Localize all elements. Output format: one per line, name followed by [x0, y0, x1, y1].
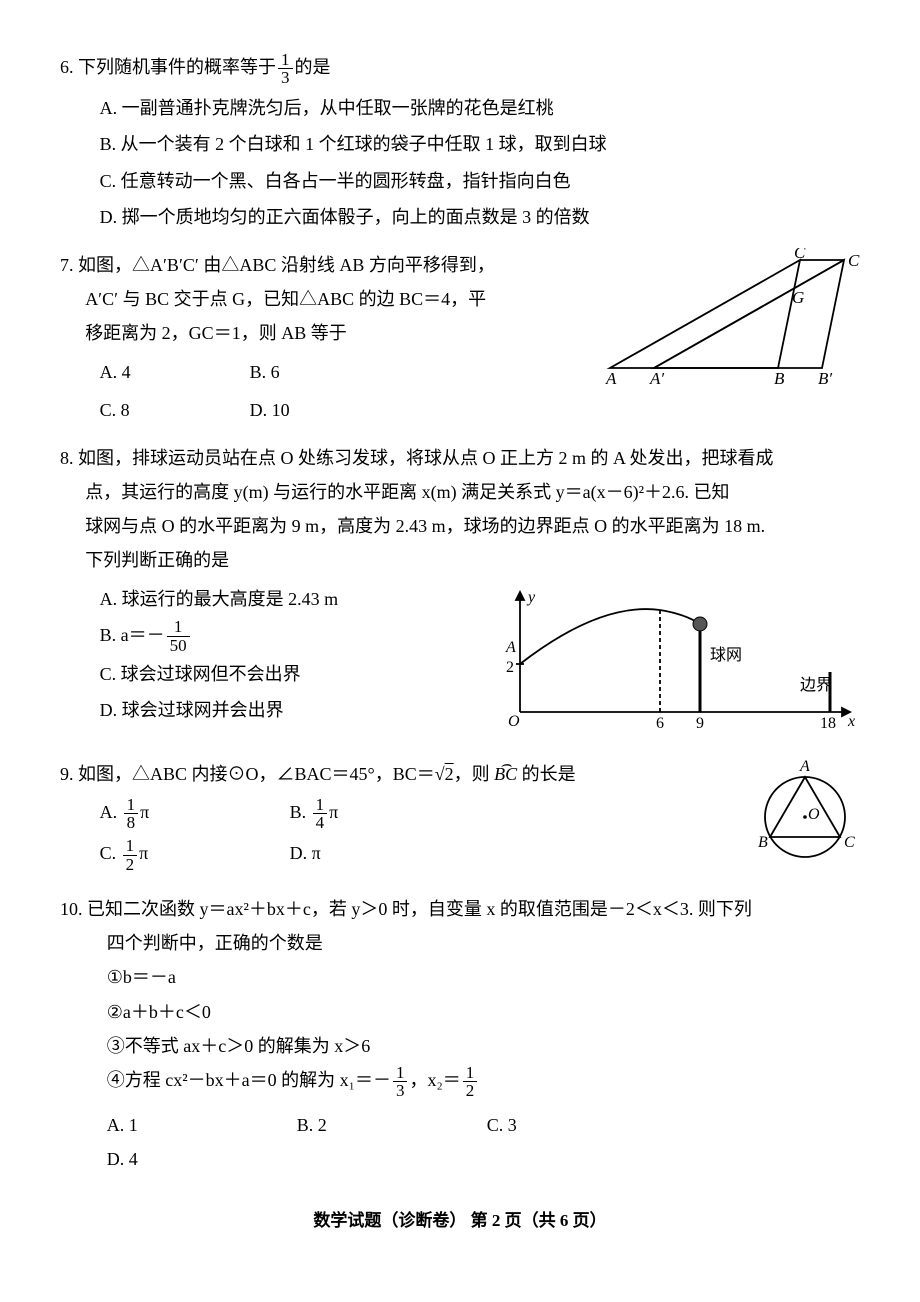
q8-figure: y x O A 2 6 9 18 球网 边界 [500, 582, 860, 743]
question-10: 10. 已知二次函数 y＝ax²＋bx＋c，若 y＞0 时，自变量 x 的取值范… [60, 892, 860, 1177]
svg-text:A′: A′ [649, 369, 664, 388]
q9-figure: A B C O [750, 757, 860, 878]
q7-opt-c: C. 8 [100, 393, 250, 427]
q10-opt-b: B. 2 [297, 1108, 487, 1142]
q8-l1: 如图，排球运动员站在点 O 处练习发球，将球从点 O 正上方 2 m 的 A 处… [78, 448, 774, 468]
svg-text:18: 18 [820, 715, 836, 732]
q10-opt-a: A. 1 [107, 1108, 297, 1142]
svg-text:边界: 边界 [800, 676, 832, 694]
q10-s3: ③不等式 ax＋c＞0 的解集为 x＞6 [60, 1029, 860, 1063]
q9-number: 9. [60, 764, 74, 784]
svg-text:B: B [774, 369, 785, 388]
q8-number: 8. [60, 448, 74, 468]
q8-l3: 球网与点 O 的水平距离为 9 m，高度为 2.43 m，球场的边界距点 O 的… [60, 509, 860, 543]
q10-l1: 已知二次函数 y＝ax²＋bx＋c，若 y＞0 时，自变量 x 的取值范围是－2… [87, 899, 752, 919]
q6-opt-c: C. 任意转动一个黑、白各占一半的圆形转盘，指针指向白色 [100, 164, 860, 198]
q10-s2: ②a＋b＋c＜0 [60, 995, 860, 1029]
q6-frac: 13 [278, 51, 293, 88]
page-footer: 数学试题（诊断卷） 第 2 页（共 6 页） [60, 1205, 860, 1237]
q6-opt-d: D. 掷一个质地均匀的正六面体骰子，向上的面点数是 3 的倍数 [100, 200, 860, 234]
q9-options-1: A. 18π B. 14π [60, 795, 738, 832]
svg-text:2: 2 [506, 659, 514, 676]
q8-l4: 下列判断正确的是 [60, 543, 860, 577]
q7-options-2: C. 8 D. 10 [60, 393, 588, 427]
q10-opt-c: C. 3 [487, 1108, 677, 1142]
q7-options: A. 4 B. 6 [60, 355, 588, 389]
parabola-diagram: y x O A 2 6 9 18 球网 边界 [500, 582, 860, 732]
inscribed-triangle-diagram: A B C O [750, 757, 860, 867]
q7-number: 7. [60, 255, 74, 275]
q6-stem-b: 的是 [295, 57, 331, 77]
q7-figure: A A′ B B′ C C′ G [600, 248, 860, 399]
q9-opt-d: D. π [290, 836, 480, 873]
q6-opt-b: B. 从一个装有 2 个白球和 1 个红球的袋子中任取 1 球，取到白球 [100, 127, 860, 161]
question-8: 8. 如图，排球运动员站在点 O 处练习发球，将球从点 O 正上方 2 m 的 … [60, 441, 860, 743]
q9-stem: 如图，△ABC 内接⊙O，∠BAC＝45°，BC＝√2，则 BC 的长是 [78, 764, 576, 784]
q9-opt-c: C. 12π [100, 836, 290, 873]
q6-number: 6. [60, 57, 74, 77]
q10-options: A. 1 B. 2 C. 3 D. 4 [60, 1108, 860, 1176]
svg-text:x: x [847, 713, 855, 730]
svg-text:A: A [505, 639, 516, 656]
q7-opt-a: A. 4 [100, 355, 250, 389]
q9-opt-b: B. 14π [290, 795, 480, 832]
svg-text:C: C [794, 248, 806, 262]
q7-l1: 如图，△A′B′C′ 由△ABC 沿射线 AB 方向平移得到， [78, 255, 495, 275]
q10-s1: ①b＝－a [60, 960, 860, 994]
svg-text:O: O [508, 713, 520, 730]
q6-stem: 下列随机事件的概率等于13的是 [78, 57, 331, 77]
q7-opt-d: D. 10 [250, 393, 400, 427]
svg-text:B′: B′ [818, 369, 832, 388]
svg-text:6: 6 [656, 715, 664, 732]
q10-l2: 四个判断中，正确的个数是 [60, 926, 860, 960]
svg-text:y: y [526, 589, 536, 606]
question-9: A B C O 9. 如图，△ABC 内接⊙O，∠BAC＝45°，BC＝√2，则… [60, 757, 860, 878]
q9-opt-a: A. 18π [100, 795, 290, 832]
q7-opt-b: B. 6 [250, 355, 400, 389]
q6-stem-a: 下列随机事件的概率等于 [78, 57, 276, 77]
q10-s4: ④方程 cx²－bx＋a＝0 的解为 x₁＝－13，x₂＝12 [60, 1063, 860, 1100]
q8-l2: 点，其运行的高度 y(m) 与运行的水平距离 x(m) 满足关系式 y＝a(x－… [60, 475, 860, 509]
q10-number: 10. [60, 899, 83, 919]
triangle-translation-diagram: A A′ B B′ C C′ G [600, 248, 860, 388]
svg-text:G: G [792, 288, 804, 307]
svg-text:O: O [808, 806, 820, 823]
q6-opt-a: A. 一副普通扑克牌洗匀后，从中任取一张牌的花色是红桃 [100, 91, 860, 125]
q6-options: A. 一副普通扑克牌洗匀后，从中任取一张牌的花色是红桃 B. 从一个装有 2 个… [60, 91, 860, 234]
svg-text:C: C [844, 834, 855, 851]
q10-opt-d: D. 4 [107, 1142, 297, 1176]
svg-text:A: A [799, 758, 810, 775]
svg-text:球网: 球网 [710, 646, 742, 664]
q9-options-2: C. 12π D. π [60, 836, 738, 873]
svg-text:C′: C′ [848, 251, 860, 270]
svg-text:B: B [758, 834, 768, 851]
svg-text:9: 9 [696, 715, 704, 732]
question-6: 6. 下列随机事件的概率等于13的是 A. 一副普通扑克牌洗匀后，从中任取一张牌… [60, 50, 860, 234]
svg-text:A: A [605, 369, 617, 388]
question-7: A A′ B B′ C C′ G 7. 如图，△A′B′C′ 由△ABC 沿射线… [60, 248, 860, 427]
